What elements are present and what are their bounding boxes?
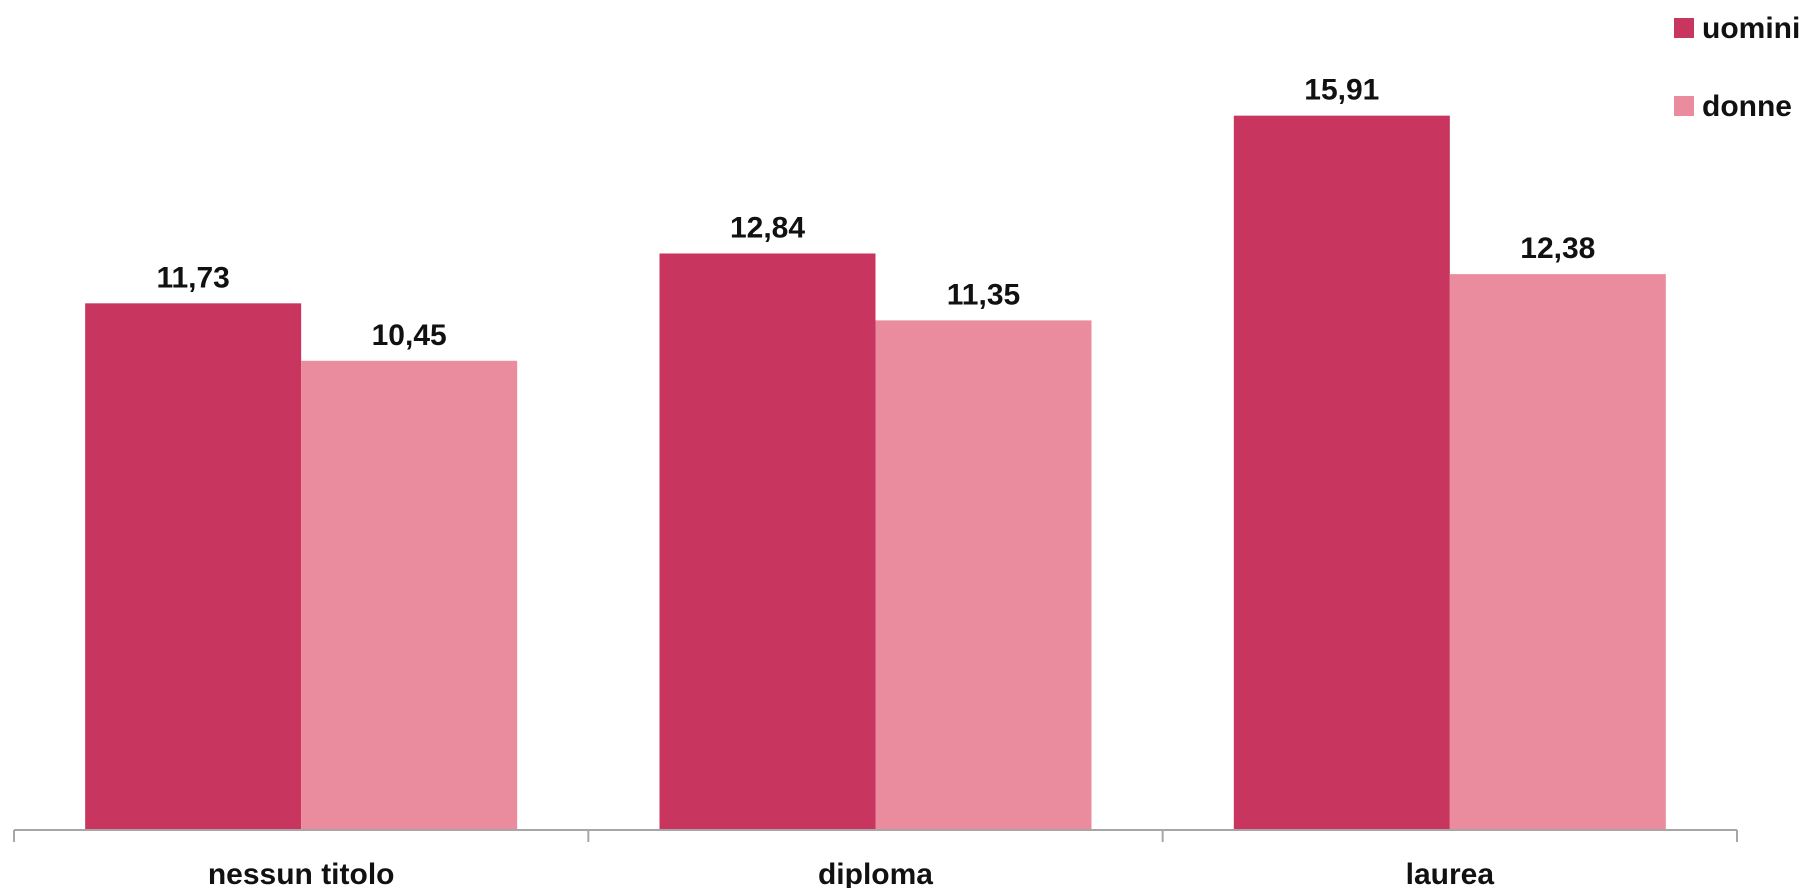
value-label-uomini-0: 11,73 (156, 261, 229, 294)
value-labels-group: 11,73 10,45 12,84 11,35 15,91 12,38 (156, 74, 1595, 352)
legend-swatch-uomini (1674, 18, 1694, 38)
legend-label-uomini: uomini (1702, 12, 1800, 45)
legend-swatch-donne (1674, 96, 1694, 116)
value-label-donne-2: 12,38 (1520, 232, 1595, 265)
bars-group (85, 115, 1666, 831)
bar-donne-1 (875, 320, 1092, 830)
category-label-1: diploma (818, 858, 933, 888)
bar-donne-2 (1449, 274, 1666, 830)
legend-label-donne: donne (1702, 90, 1792, 123)
bar-uomini-0 (85, 303, 302, 830)
value-label-donne-0: 10,45 (372, 319, 447, 352)
category-label-0: nessun titolo (208, 858, 395, 888)
value-label-uomini-2: 15,91 (1304, 74, 1379, 107)
legend: uomini donne (1674, 12, 1800, 123)
value-label-uomini-1: 12,84 (730, 211, 805, 244)
bar-donne-0 (301, 360, 518, 830)
bar-uomini-2 (1233, 115, 1450, 831)
value-label-donne-1: 11,35 (947, 278, 1020, 311)
x-axis: nessun titolo diploma laurea (13, 829, 1738, 888)
category-label-2: laurea (1406, 858, 1495, 888)
bar-uomini-1 (659, 253, 876, 830)
